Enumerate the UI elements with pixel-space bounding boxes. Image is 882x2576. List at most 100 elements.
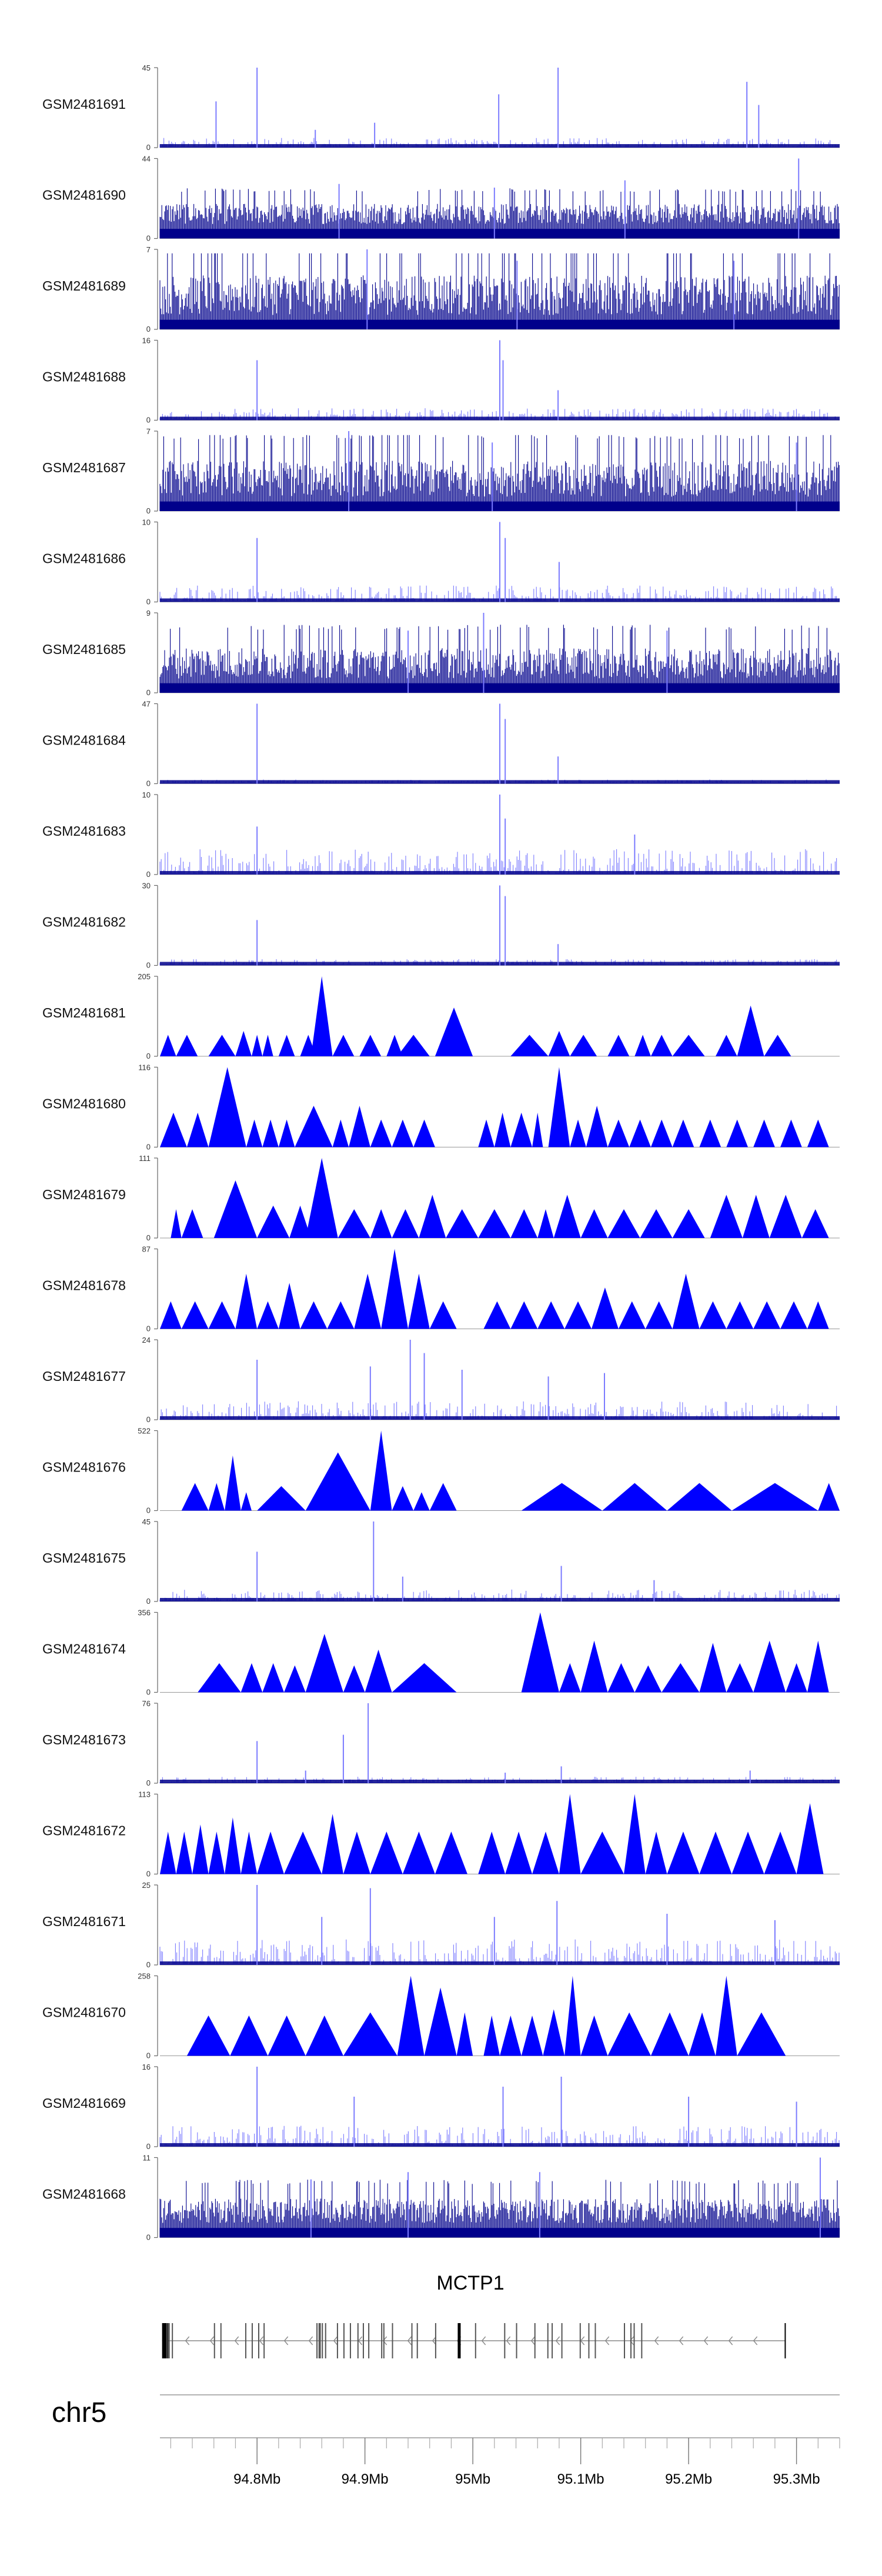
track-label: GSM2481668 [42,2187,126,2202]
coverage-peak [753,1301,781,1329]
gene-exon [624,2323,626,2358]
strand-arrow [555,2336,560,2345]
coverage-peak [607,1663,635,1693]
coverage-peak [731,1483,818,1511]
coverage-peak [580,2015,608,2056]
coverage-peak [591,1287,619,1329]
coverage-noise [159,253,840,329]
genome-axis: chr5 94.8Mb 94.9Mb 95Mb 95.1Mb 95.2Mb 95.3Mb [52,2394,840,2487]
coverage-peak [257,1301,279,1329]
coverage-base-band [160,319,840,329]
coverage-peak [537,1209,554,1238]
coverage-peak [726,1663,754,1693]
coverage-peak [186,1112,209,1147]
coverage-peak [699,1119,721,1147]
coverage-base-band [160,144,840,148]
gene-exon [381,2323,383,2358]
coverage-peak [521,1612,559,1693]
coverage-peak [208,1301,236,1329]
y-max-label: 47 [142,700,151,709]
track-gsm2481670: GSM2481670 258 0 [42,1972,840,2060]
coverage-peak [305,1634,343,1693]
track-gsm2481672: GSM2481672 113 0 [42,1790,840,1878]
coverage-peak [397,1976,425,2056]
coverage-peak [618,1301,646,1329]
strand-arrow [283,2336,289,2345]
coverage-peak [559,1794,581,1874]
y-max-label: 45 [142,64,151,72]
gene-exon [411,2323,413,2358]
coverage-peak [278,1119,295,1147]
coverage-peak [780,1301,807,1329]
coverage-peak [764,1831,797,1874]
y-max-label: 16 [142,336,151,345]
coverage-peak [289,1205,311,1238]
coverage-peak [602,1483,667,1511]
gene-exon [534,2323,536,2358]
coverage-peak [737,2012,786,2056]
coverage-peak [386,1035,403,1056]
y-min-label: 0 [146,2142,151,2151]
gene-exon [357,2323,359,2358]
y-max-label: 356 [138,1609,151,1617]
coverage-peak [225,1817,241,1874]
strand-arrow [259,2336,264,2345]
y-max-label: 10 [142,790,151,799]
coverage-peak [726,1301,754,1329]
coverage-base-band [160,1416,840,1420]
coverage-peak [262,1035,273,1056]
y-max-label: 16 [142,2063,151,2071]
gene-exon [220,2323,222,2358]
strand-arrow [654,2336,659,2345]
gene-exon [630,2323,632,2358]
gene-track-mctp1: MCTP1 [162,2272,786,2358]
y-min-label: 0 [146,961,151,970]
strand-arrow [753,2336,758,2345]
coverage-peak [510,1301,538,1329]
track-label: GSM2481686 [42,551,126,566]
coverage-peak [257,1486,306,1511]
coverage-peak [278,1035,295,1056]
track-gsm2481687: GSM2481687 7 0 [42,427,840,515]
track-gsm2481685: GSM2481685 9 0 [42,609,840,697]
gene-exon [368,2323,370,2358]
coverage-peak [689,2012,716,2056]
coverage-peak [413,1119,435,1147]
coverage-peak [634,1035,651,1056]
coverage-peak [413,1492,430,1511]
y-min-label: 0 [146,1143,151,1152]
coverage-peak [343,1831,370,1874]
coverage-peak [354,1273,382,1329]
gene-exon [588,2323,590,2358]
gene-exon [164,2323,169,2358]
coverage-peak [456,2012,473,2056]
y-min-label: 0 [146,234,151,243]
track-label: GSM2481687 [42,460,126,475]
coverage-peak [510,1035,549,1056]
coverage-peak [208,1483,225,1511]
coverage-peak [521,1483,603,1511]
coverage-peak [446,1209,479,1238]
gene-exon [457,2323,461,2358]
coverage-peak [186,2015,230,2056]
gene-exon [633,2323,635,2358]
coverage-peak [240,1663,263,1693]
coverage-peak [478,1119,495,1147]
y-min-label: 0 [146,1233,151,1242]
coverage-peak [564,1301,592,1329]
track-gsm2481686: GSM2481686 10 0 [42,518,840,606]
coverage-peak [672,1209,705,1238]
coverage-peak [753,1119,775,1147]
y-min-label: 0 [146,688,151,697]
y-max-label: 522 [138,1427,151,1436]
coverage-base-band [160,683,840,693]
coverage-peak [392,1663,457,1693]
y-min-label: 0 [146,143,151,152]
coverage-peak [171,1209,182,1238]
y-max-label: 25 [142,1881,151,1890]
track-label: GSM2481673 [42,1732,126,1747]
track-gsm2481673: GSM2481673 76 0 [42,1699,840,1787]
coverage-peak [807,1640,829,1693]
track-label: GSM2481681 [42,1005,126,1020]
y-min-label: 0 [146,1052,151,1060]
